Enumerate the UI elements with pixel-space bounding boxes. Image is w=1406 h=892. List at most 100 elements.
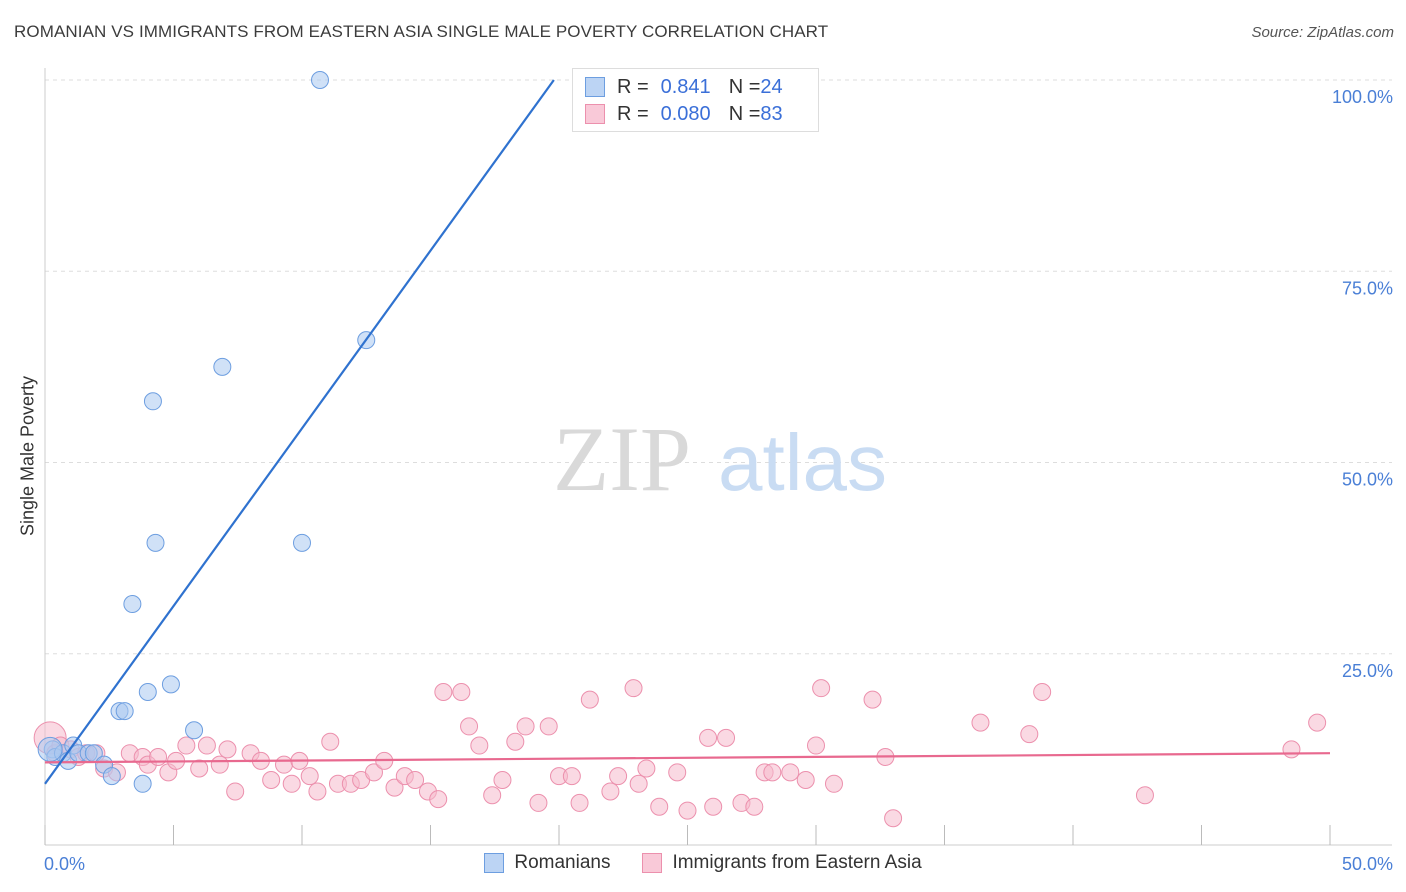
bottom-legend-romanians: Romanians xyxy=(484,852,610,874)
data-point-romanians xyxy=(123,595,142,614)
data-point-immigrants xyxy=(699,728,718,747)
data-point-immigrants xyxy=(300,767,319,786)
data-point-romanians xyxy=(138,683,157,701)
watermark: ZIP atlas xyxy=(553,408,887,510)
stats-legend: R = 0.841 N = 24 R = 0.080 N = 83 xyxy=(572,68,819,132)
x-tick-label: 0.0% xyxy=(44,854,85,874)
data-point-romanians xyxy=(133,774,152,793)
data-point-immigrants xyxy=(321,732,340,751)
data-point-immigrants xyxy=(197,736,216,755)
data-point-immigrants xyxy=(609,767,628,786)
legend-r-value: 0.841 xyxy=(660,75,711,98)
data-point-immigrants xyxy=(539,717,558,736)
data-point-immigrants xyxy=(529,793,548,812)
data-point-immigrants xyxy=(429,790,448,809)
data-point-immigrants xyxy=(385,778,404,797)
trend-line-immigrants xyxy=(44,752,1331,764)
data-point-immigrants xyxy=(282,774,301,793)
bottom-legend-label-romanians: Romanians xyxy=(514,852,611,873)
data-point-immigrants xyxy=(506,732,525,751)
data-point-immigrants xyxy=(637,759,656,778)
data-point-immigrants xyxy=(668,763,687,782)
data-point-immigrants xyxy=(460,717,479,736)
bottom-legend-swatch-pink xyxy=(642,853,663,873)
legend-r-value: 0.080 xyxy=(660,102,711,125)
data-point-immigrants xyxy=(1282,740,1301,759)
series-immigrants-points xyxy=(33,679,1327,828)
y-tick-label: 25.0% xyxy=(1342,661,1393,681)
data-point-romanians xyxy=(293,533,311,552)
tick-labels: 25.0% 50.0% 75.0% 100.0% 0.0% 50.0% xyxy=(44,87,1393,874)
data-point-immigrants xyxy=(177,736,196,755)
legend-n-label: N = xyxy=(728,75,761,98)
data-point-immigrants xyxy=(812,679,831,698)
legend-n-label: N = xyxy=(728,102,761,125)
data-point-immigrants xyxy=(704,797,723,816)
data-point-immigrants xyxy=(470,736,489,755)
data-point-romanians xyxy=(37,736,63,762)
data-point-immigrants xyxy=(1033,683,1052,701)
data-point-romanians xyxy=(310,71,329,89)
watermark-atlas: atlas xyxy=(718,418,887,507)
data-point-immigrants xyxy=(1135,786,1154,805)
legend-swatch-blue xyxy=(585,77,605,97)
legend-n-value: 83 xyxy=(760,102,783,125)
watermark-zip: ZIP xyxy=(553,408,691,510)
data-point-immigrants xyxy=(1020,725,1039,744)
data-point-immigrants xyxy=(781,763,800,782)
y-tick-label: 50.0% xyxy=(1342,470,1393,490)
source-label: Source: ZipAtlas.com xyxy=(1251,24,1394,41)
legend-r-label: R = xyxy=(617,102,649,125)
series-romanians-points xyxy=(37,71,376,793)
data-point-immigrants xyxy=(308,782,327,801)
trend-line-romanians xyxy=(44,79,555,785)
data-point-romanians xyxy=(185,721,204,740)
data-point-immigrants xyxy=(601,782,620,801)
data-point-immigrants xyxy=(763,763,782,782)
data-point-immigrants xyxy=(483,786,502,805)
data-point-immigrants xyxy=(650,797,669,816)
data-point-immigrants xyxy=(796,770,815,789)
trend-lines xyxy=(44,79,1331,785)
data-point-immigrants xyxy=(516,717,535,736)
legend-row-immigrants: R = 0.080 N = 83 xyxy=(585,101,783,127)
data-point-romanians xyxy=(161,675,180,694)
legend-n-value: 24 xyxy=(760,75,783,98)
data-point-romanians xyxy=(213,357,232,376)
data-point-immigrants xyxy=(275,755,294,774)
y-tick-label: 75.0% xyxy=(1342,278,1393,298)
legend-row-romanians: R = 0.841 N = 24 xyxy=(585,74,783,100)
data-point-immigrants xyxy=(570,793,589,812)
bottom-legend-label-immigrants: Immigrants from Eastern Asia xyxy=(672,852,922,873)
x-tick-label: 50.0% xyxy=(1342,854,1393,874)
data-point-immigrants xyxy=(190,759,209,778)
data-point-romanians xyxy=(102,767,121,786)
data-point-immigrants xyxy=(562,767,581,786)
data-point-immigrants xyxy=(210,755,229,774)
data-point-immigrants xyxy=(629,774,648,793)
data-point-romanians xyxy=(143,392,162,411)
bottom-legend-swatch-blue xyxy=(484,853,505,873)
data-point-immigrants xyxy=(406,770,425,789)
data-point-romanians xyxy=(146,533,165,552)
data-point-immigrants xyxy=(262,770,281,789)
y-axis-label: Single Male Poverty xyxy=(17,375,38,537)
data-point-immigrants xyxy=(824,774,843,793)
data-point-immigrants xyxy=(624,679,643,698)
data-point-immigrants xyxy=(364,763,383,782)
data-point-immigrants xyxy=(580,690,599,709)
data-point-immigrants xyxy=(493,770,512,789)
data-point-immigrants xyxy=(1308,713,1327,732)
data-point-immigrants xyxy=(884,809,903,828)
gridlines xyxy=(45,79,1392,655)
data-point-immigrants xyxy=(452,683,471,701)
data-point-immigrants xyxy=(678,801,697,820)
data-point-immigrants xyxy=(434,683,453,701)
data-point-immigrants xyxy=(226,782,245,801)
data-point-immigrants xyxy=(717,728,736,747)
legend-swatch-pink xyxy=(585,104,605,124)
data-point-immigrants xyxy=(863,690,882,709)
bottom-legend: Romanians Immigrants from Eastern Asia xyxy=(0,852,1406,874)
chart-title: ROMANIAN VS IMMIGRANTS FROM EASTERN ASIA… xyxy=(14,22,829,41)
